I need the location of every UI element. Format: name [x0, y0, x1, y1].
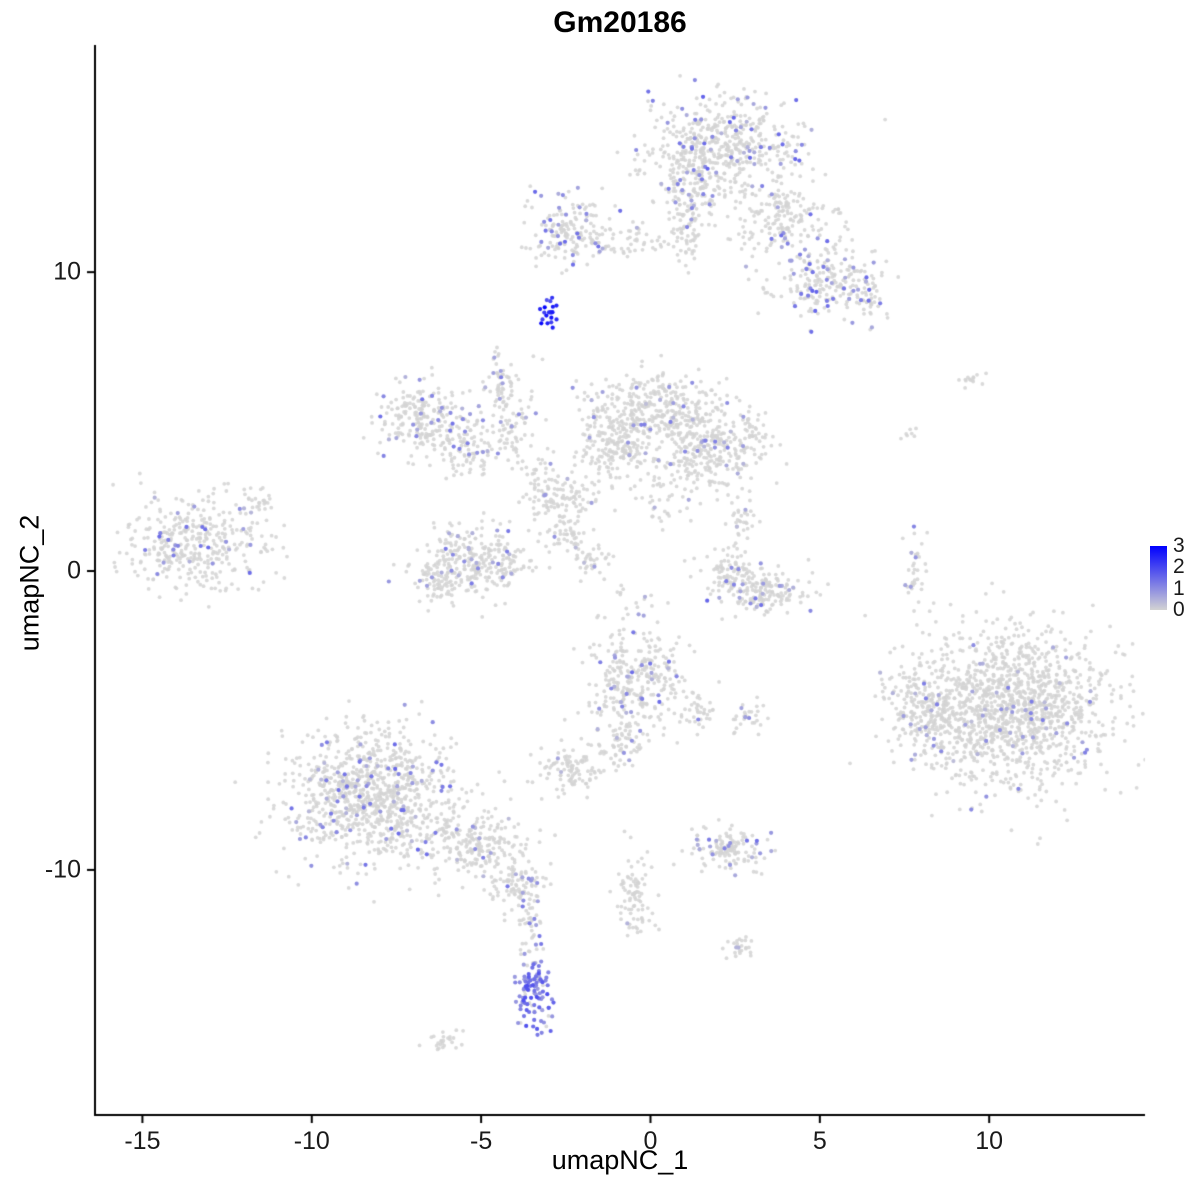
x-axis-label: umapNC_1 — [551, 1145, 689, 1175]
y-axis-label: umapNC_2 — [14, 514, 45, 652]
y-tick-label: -10 — [44, 855, 81, 884]
colorbar-tick-label: 3 — [1173, 534, 1185, 557]
x-tick-label: 10 — [975, 1127, 1004, 1155]
colorbar-tick-label: 1 — [1173, 576, 1185, 600]
colorbar-tick-label: 2 — [1173, 555, 1185, 579]
colorbar-tick-label: 0 — [1173, 598, 1185, 621]
colorbar-gradient — [1150, 546, 1167, 610]
x-tick-label: -10 — [293, 1127, 330, 1155]
x-tick-label: -15 — [124, 1127, 161, 1155]
x-tick-label: 5 — [812, 1127, 827, 1155]
y-tick-label: 0 — [67, 556, 81, 585]
x-tick-label: 0 — [643, 1127, 658, 1155]
x-tick-label: -5 — [470, 1127, 493, 1155]
y-tick-label: 10 — [53, 257, 81, 286]
chart-title: Gm20186 — [553, 6, 687, 39]
